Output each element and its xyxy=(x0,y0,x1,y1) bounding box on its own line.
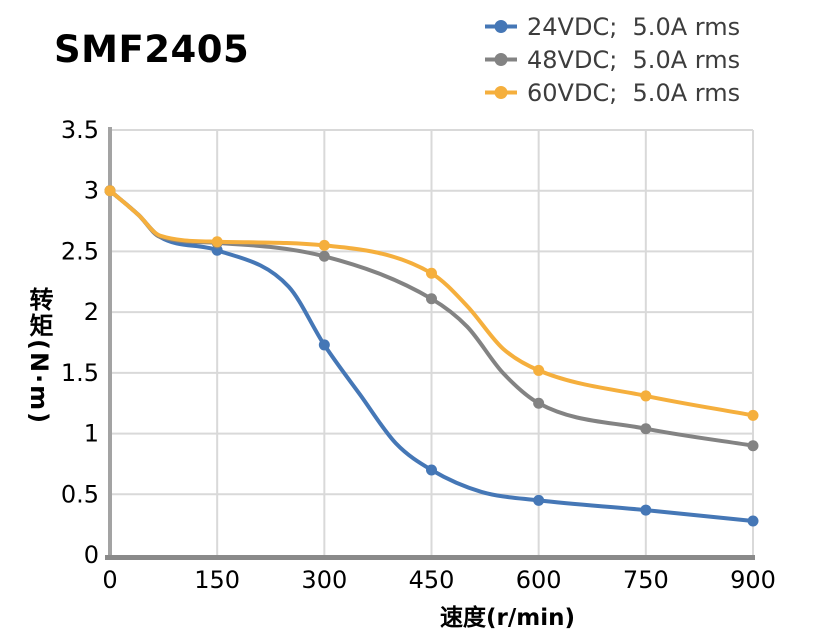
chart-legend: 24VDC; 5.0A rms 48VDC; 5.0A rms 60VDC; 5… xyxy=(484,10,740,109)
x-tick-label: 600 xyxy=(516,566,562,594)
y-tick-label: 1.5 xyxy=(61,359,99,387)
data-point-marker-2 xyxy=(426,267,437,279)
data-point-marker-2 xyxy=(211,236,223,248)
data-point-marker-2 xyxy=(104,185,116,197)
legend-label-48vdc: 48VDC; 5.0A rms xyxy=(527,45,741,74)
y-tick-label: 0 xyxy=(84,541,99,569)
data-point-marker-0 xyxy=(747,515,759,527)
data-point-marker-0 xyxy=(640,504,652,516)
data-point-marker-1 xyxy=(426,293,437,305)
legend-label-24vdc: 24VDC; 5.0A rms xyxy=(527,12,741,41)
legend-label-60vdc: 60VDC; 5.0A rms xyxy=(527,78,741,107)
y-tick-label: 3 xyxy=(84,177,99,205)
x-tick-label: 300 xyxy=(301,566,347,594)
data-point-marker-1 xyxy=(747,440,759,452)
data-point-marker-2 xyxy=(640,390,652,402)
data-point-marker-0 xyxy=(318,339,330,351)
y-tick-label: 3.5 xyxy=(61,116,99,144)
x-tick-label: 900 xyxy=(730,566,776,594)
x-axis-label: 速度(r/min) xyxy=(440,605,575,631)
data-point-marker-1 xyxy=(533,397,545,409)
tick-label-layer: 3.5 3 2.5 2 1.5 1 0.5 00 150 300 450 600 750 900 xyxy=(61,116,776,594)
grid-layer xyxy=(110,129,754,555)
data-point-marker-2 xyxy=(533,364,545,376)
x-tick-label: 450 xyxy=(409,566,455,594)
data-point-marker-0 xyxy=(533,494,545,506)
x-tick-label: 0 xyxy=(102,566,117,594)
data-point-marker-1 xyxy=(318,250,330,262)
data-point-marker-2 xyxy=(318,239,330,251)
data-point-marker-1 xyxy=(640,423,652,435)
page-title: SMF2405 xyxy=(54,28,250,71)
data-point-marker-2 xyxy=(747,409,759,421)
y-tick-label: 1 xyxy=(84,420,99,448)
legend-item-48vdc: 48VDC; 5.0A rms xyxy=(484,43,740,76)
line-marker-icon xyxy=(485,20,517,33)
y-tick-label: 0.5 xyxy=(61,480,99,508)
x-tick-label: 750 xyxy=(623,566,669,594)
legend-item-24vdc: 24VDC; 5.0A rms xyxy=(484,10,740,43)
line-marker-icon xyxy=(485,53,517,66)
y-tick-label: 2.5 xyxy=(61,237,99,265)
legend-item-60vdc: 60VDC; 5.0A rms xyxy=(484,76,740,109)
x-tick-label: 150 xyxy=(194,566,240,594)
y-tick-label: 2 xyxy=(84,298,99,326)
data-point-marker-0 xyxy=(426,464,437,476)
line-marker-icon xyxy=(485,86,517,99)
axis-layer xyxy=(105,127,755,560)
y-axis-label: 转矩(N·m) xyxy=(25,287,53,426)
series-layer xyxy=(104,185,759,527)
